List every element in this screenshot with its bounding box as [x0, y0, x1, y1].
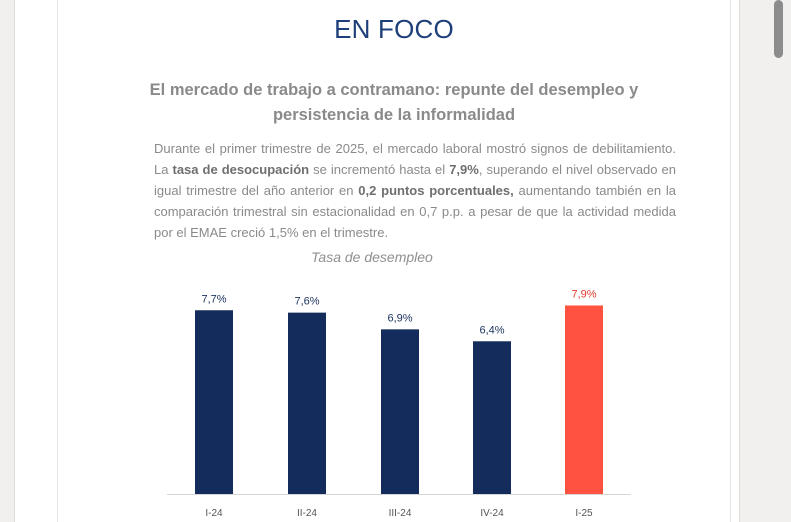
unemployment-bar-chart: 7,7% I-24 7,6% II-24 6,9% III-24 6,4% IV-24 7,9%… — [167, 288, 631, 519]
bar-I-24 — [195, 310, 233, 494]
chart-title: Tasa de desempleo — [311, 249, 433, 265]
data-label-I-24: 7,7% — [201, 293, 226, 305]
data-label-II-24: 7,6% — [294, 296, 319, 308]
data-label-IV-24: 6,4% — [479, 324, 504, 336]
document-frame: EN FOCO El mercado de trabajo a contrama… — [14, 0, 740, 522]
body-text-3: , superando el nivel observado en igual … — [154, 162, 676, 198]
x-tick-IV-24: IV-24 — [480, 508, 504, 519]
scrollbar-thumb[interactable] — [774, 0, 783, 58]
section-title: EN FOCO — [334, 14, 454, 44]
x-tick-III-24: III-24 — [389, 508, 412, 519]
body-text-4: aumentando también en la comparación tri… — [154, 183, 676, 240]
x-tick-I-25: I-25 — [575, 508, 593, 519]
bar-IV-24 — [473, 341, 511, 494]
scrollbar[interactable] — [765, 0, 791, 522]
body-text-2: se incrementó hasta el — [309, 162, 450, 177]
bar-III-24 — [381, 329, 419, 494]
bar-II-24 — [288, 312, 326, 494]
article-headline: El mercado de trabajo a contramano: repu… — [149, 81, 639, 124]
data-label-I-25: 7,9% — [571, 288, 596, 300]
article-body: Durante el primer trimestre de 2025, el … — [154, 138, 676, 243]
body-bold-points: 0,2 puntos porcentuales, — [358, 183, 514, 198]
body-text-1: Durante el primer trimestre de 2025, el … — [154, 141, 676, 177]
bar-I-25 — [565, 305, 603, 494]
body-bold-rate: 7,9% — [449, 162, 479, 177]
x-tick-I-24: I-24 — [205, 508, 223, 519]
body-bold-tasa: tasa de desocupación — [172, 162, 310, 177]
x-tick-II-24: II-24 — [297, 508, 317, 519]
data-label-III-24: 6,9% — [387, 312, 412, 324]
